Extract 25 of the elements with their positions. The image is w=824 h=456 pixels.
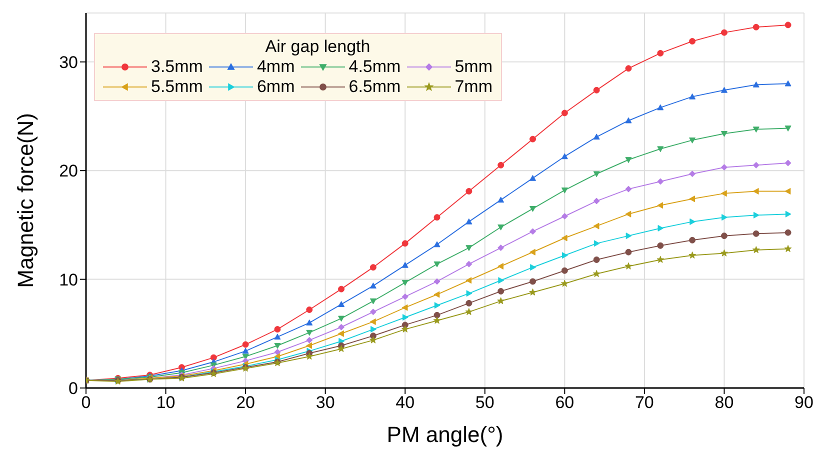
legend-label: 3.5mm: [151, 57, 203, 77]
x-tick-label: 30: [316, 393, 335, 412]
x-tick-label: 60: [555, 393, 574, 412]
x-tick-label: 10: [156, 393, 176, 412]
x-tick-label: 0: [81, 393, 91, 412]
y-axis-title: Magnetic force(N): [12, 113, 38, 288]
legend-label: 5mm: [454, 57, 492, 77]
legend-label: 7mm: [454, 77, 492, 97]
x-tick-label: 20: [236, 393, 256, 412]
x-tick-label: 50: [475, 393, 494, 412]
legend-label: 6.5mm: [348, 77, 401, 97]
legend-label: 5.5mm: [151, 77, 203, 97]
y-tick-label: 30: [59, 52, 78, 72]
x-tick-label: 70: [634, 393, 654, 412]
y-tick-label: 20: [59, 162, 78, 181]
legend-label: 4mm: [256, 57, 295, 77]
x-tick-label: 40: [396, 393, 415, 412]
legend-title: Air gap length: [264, 37, 372, 57]
legend-label: 4.5mm: [348, 57, 401, 77]
legend-label: 6mm: [256, 77, 295, 97]
x-axis-title: PM angle(°): [386, 422, 504, 447]
x-tick-label: 80: [714, 393, 734, 412]
y-tick-label: 0: [68, 379, 78, 398]
x-tick-label: 90: [794, 393, 814, 412]
y-tick-label: 10: [59, 270, 78, 290]
